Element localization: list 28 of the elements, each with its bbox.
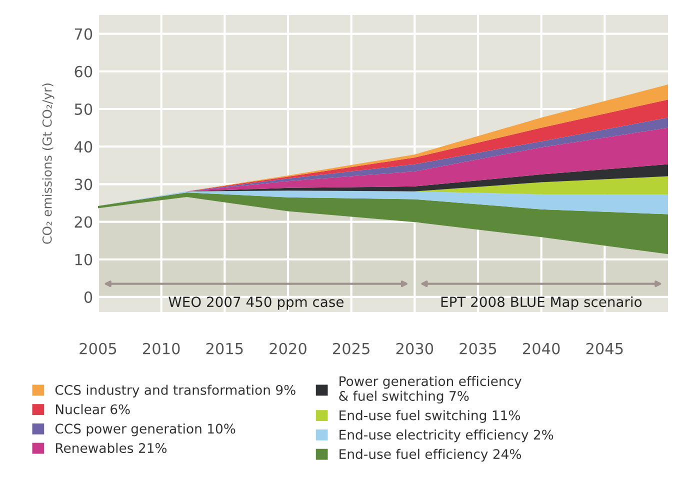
y-tick-label: 20 bbox=[74, 216, 92, 228]
annotation: WEO 2007 450 ppm case bbox=[168, 296, 344, 310]
y-axis-title: CO₂ emissions (Gt CO₂/yr) bbox=[42, 84, 54, 244]
x-tick-label: 2045 bbox=[586, 342, 623, 354]
x-tick-label: 2025 bbox=[333, 342, 370, 354]
x-tick-label: 2010 bbox=[143, 342, 180, 354]
legend-label: End-use fuel switching 11% bbox=[340, 410, 520, 423]
legend-label: CCS industry and transformation 9% bbox=[55, 384, 296, 398]
legend-label: CCS power generation 10% bbox=[55, 423, 236, 436]
y-tick-label: 40 bbox=[74, 141, 92, 153]
y-tick-label: 30 bbox=[74, 178, 92, 190]
x-tick-label: 2015 bbox=[206, 342, 243, 354]
x-tick-label: 2030 bbox=[396, 342, 434, 354]
y-tick-label: 10 bbox=[75, 254, 92, 266]
legend-label: End-use electricity efficiency 2% bbox=[340, 429, 554, 442]
legend-label: Renewables 21% bbox=[56, 442, 167, 454]
y-tick-label: 50 bbox=[74, 103, 92, 116]
y-tick-label: 70 bbox=[74, 28, 92, 40]
legend-label: End-use fuel efficiency 24% bbox=[340, 448, 522, 462]
legend-label: Power generation efficiency & fuel switching 7% bbox=[339, 376, 522, 404]
annotation: EPT 2008 BLUE Map scenario bbox=[441, 296, 642, 310]
legend-label: Nuclear 6% bbox=[56, 404, 130, 414]
y-tick-label: 0 bbox=[84, 291, 92, 303]
x-tick-label: 2020 bbox=[270, 342, 306, 354]
y-tick-label: 60 bbox=[74, 66, 92, 78]
x-tick-label: 2040 bbox=[523, 342, 560, 354]
x-tick-label: 2005 bbox=[80, 342, 116, 354]
x-tick-label: 2035 bbox=[460, 342, 496, 354]
